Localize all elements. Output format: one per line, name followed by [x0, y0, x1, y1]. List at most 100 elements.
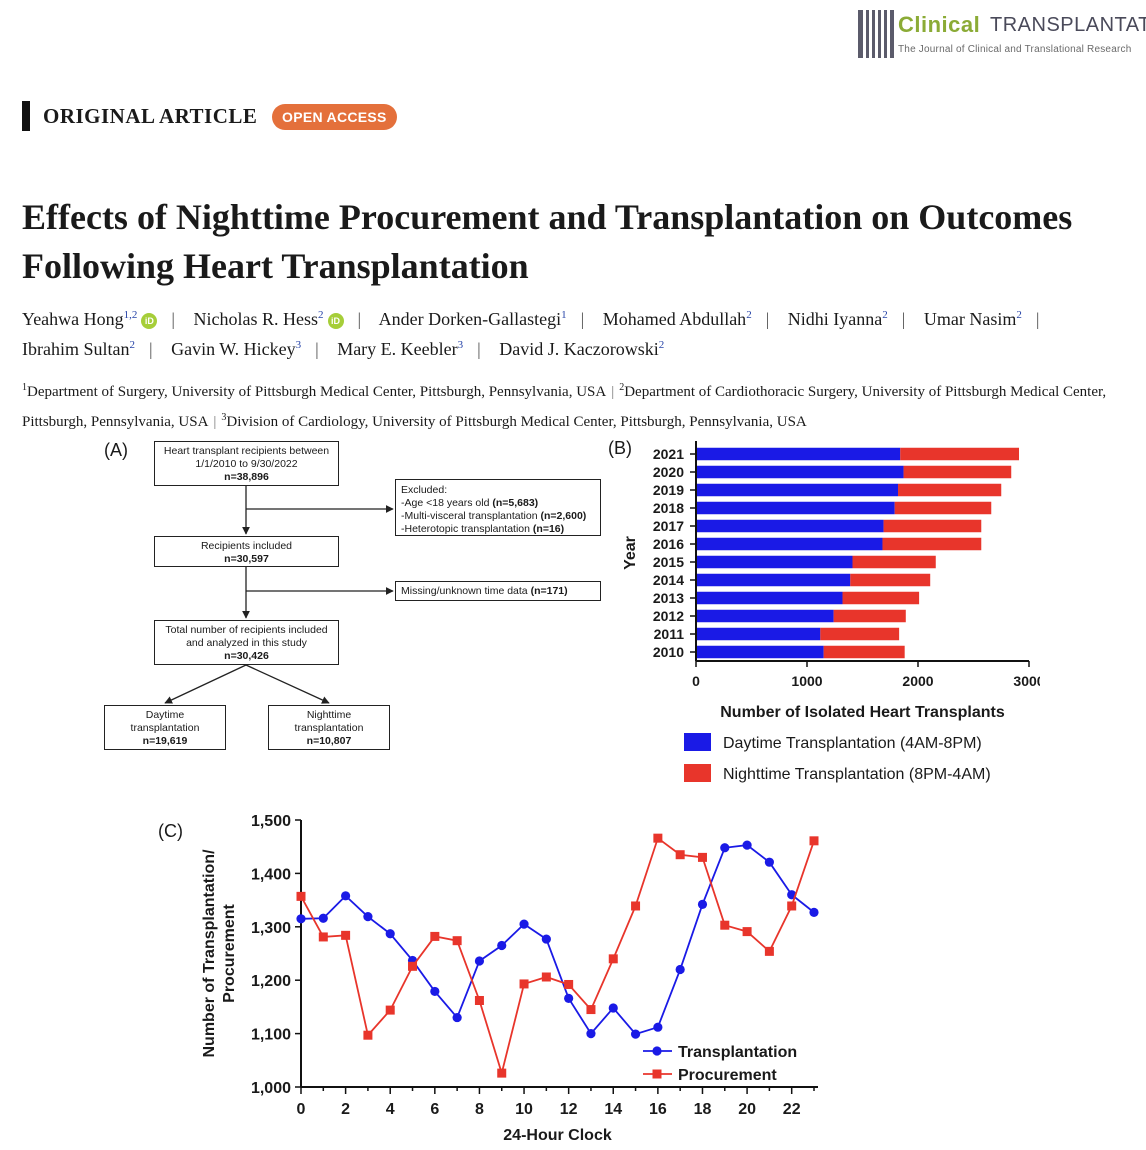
open-access-badge[interactable]: OPEN ACCESS [272, 104, 397, 130]
point-procurement [720, 920, 730, 930]
chart-panel-c: (C) 1,000 1,100 1,200 1,300 1,400 1,500 0 2 4 6 8 10… [158, 813, 819, 1144]
y-tick-label: 1,400 [251, 866, 291, 883]
flow-box-eligible-count: n=38,896 [224, 471, 269, 483]
point-transplantation [608, 1003, 618, 1013]
point-procurement [631, 901, 641, 911]
author[interactable]: David J. Kaczorowski2 [499, 339, 664, 359]
author[interactable]: Ibrahim Sultan2 [22, 339, 135, 359]
x-axis-title: 24-Hour Clock [503, 1127, 612, 1144]
point-transplantation [541, 934, 551, 944]
author[interactable]: Mary E. Keebler3 [337, 339, 463, 359]
point-procurement [519, 979, 529, 989]
bar-daytime [696, 555, 853, 569]
point-procurement [430, 931, 440, 941]
point-procurement [653, 833, 663, 843]
point-procurement [296, 891, 306, 901]
author-separator: | [765, 309, 770, 329]
flow-box-nighttime-count: n=10,807 [306, 735, 352, 747]
chart-panel-b: (B) 2021 2020 2019 2018 2017 2016 2015 2014 2013 2… [608, 438, 1040, 783]
orcid-icon[interactable]: iD [141, 313, 158, 329]
point-transplantation [720, 843, 730, 853]
affiliation-number: 1 [22, 382, 27, 393]
bar-daytime [696, 519, 884, 533]
point-procurement [697, 852, 707, 862]
flow-box-included-line1: Recipients included [200, 540, 293, 552]
x-tick-label: 18 [694, 1101, 712, 1118]
author-affiliation-ref: 3 [457, 339, 464, 351]
author[interactable]: Nidhi Iyanna2 [788, 309, 888, 329]
point-transplantation [519, 919, 529, 929]
orcid-icon[interactable]: iD [327, 313, 344, 329]
author[interactable]: Yeahwa Hong1,2 iD [22, 309, 158, 329]
point-procurement [318, 932, 328, 942]
author-name: Nidhi Iyanna [787, 309, 883, 329]
author-name: Ander Dorken-Gallastegi [378, 309, 562, 329]
flowchart-panel-a: (A) Heart transplant recipients between … [98, 437, 618, 767]
y-tick-label: 2018 [653, 500, 684, 516]
author-separator: | [171, 309, 176, 329]
bar-nighttime [903, 465, 1012, 479]
bar-daytime [696, 627, 821, 641]
point-transplantation [318, 913, 328, 923]
bar-daytime [696, 573, 851, 587]
bar-daytime [696, 609, 834, 623]
author[interactable]: Umar Nasim2 [924, 309, 1022, 329]
bar-daytime [696, 483, 899, 497]
logo-bars-icon [858, 10, 894, 58]
missing-text: Missing/unknown time data [401, 585, 531, 597]
flow-box-analyzed-line1: Total number of recipients included [165, 624, 328, 636]
legend-label: Transplantation [678, 1044, 797, 1061]
x-tick-label: 2 [341, 1101, 350, 1118]
author-name: Ibrahim Sultan [22, 339, 130, 359]
bar-nighttime [882, 537, 982, 551]
y-tick-label: 1,300 [251, 920, 291, 937]
point-transplantation [452, 1012, 462, 1023]
author[interactable]: Ander Dorken-Gallastegi1 [379, 309, 567, 329]
point-procurement [608, 954, 618, 964]
author[interactable]: Mohamed Abdullah2 [603, 309, 752, 329]
excluded-item: -Multi-visceral transplantation (n=2,600… [401, 510, 600, 523]
x-tick-label: 16 [649, 1101, 667, 1118]
flow-box-included: Recipients included n=30,597 [154, 536, 339, 567]
x-tick-label: 4 [386, 1101, 395, 1118]
author-name: Mohamed Abdullah [602, 309, 747, 329]
x-tick-label: 1000 [791, 673, 822, 689]
x-tick-label: 14 [604, 1101, 622, 1118]
bar-nighttime [820, 627, 900, 641]
affiliation-text: Department of Surgery, University of Pit… [27, 384, 607, 400]
affiliation-text: Department of Cardiothoracic Surgery, Un… [22, 384, 1107, 430]
author-name: Umar Nasim [923, 309, 1017, 329]
affiliation-separator: | [611, 384, 615, 400]
bar-nighttime [900, 447, 1020, 461]
y-tick-label: 2020 [653, 464, 684, 480]
bar-nighttime [852, 555, 936, 569]
y-tick-label: 2019 [653, 482, 684, 498]
author-name: Gavin W. Hickey [171, 339, 296, 359]
bar-nighttime [894, 501, 992, 515]
author[interactable]: Gavin W. Hickey3 [171, 339, 301, 359]
point-transplantation [363, 912, 373, 922]
point-transplantation [742, 840, 752, 850]
point-transplantation [474, 956, 485, 966]
flow-box-eligible-line1: Heart transplant recipients between [163, 445, 330, 457]
legend-swatch [684, 764, 711, 782]
point-procurement [787, 901, 797, 911]
y-axis-title: Year [622, 536, 639, 570]
point-procurement [742, 927, 752, 937]
legend-swatch [684, 733, 711, 751]
excluded-item-count: (n=16) [532, 523, 565, 535]
x-tick-label: 10 [515, 1101, 533, 1118]
affiliation-text: Division of Cardiology, University of Pi… [226, 414, 807, 430]
author[interactable]: Nicholas R. Hess2 iD [194, 309, 344, 329]
author-affiliation-ref: 2 [1016, 309, 1022, 321]
excluded-item: -Heterotopic transplantation (n=16) [401, 523, 600, 536]
point-transplantation [697, 899, 708, 909]
y-axis-title-line1: Number of Transplantation/ [201, 849, 218, 1058]
x-tick-label: 0 [692, 673, 700, 689]
author-separator: | [1035, 309, 1040, 329]
legend-label: Daytime Transplantation (4AM-8PM) [723, 735, 982, 752]
excluded-heading: Excluded: [401, 484, 448, 496]
series-line-procurement [300, 836, 815, 1077]
author-affiliation-ref: 2 [129, 339, 135, 351]
missing-count: (n=171) [530, 585, 568, 597]
